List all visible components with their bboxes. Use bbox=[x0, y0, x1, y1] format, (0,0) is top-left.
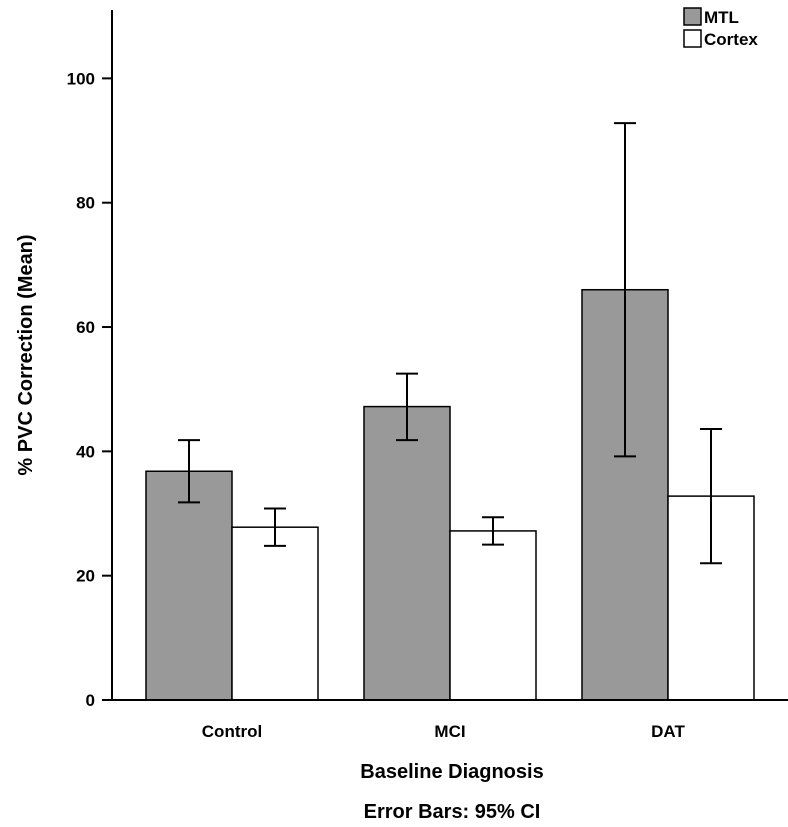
y-tick-label: 20 bbox=[76, 567, 95, 586]
legend: MTL Cortex bbox=[683, 7, 758, 49]
y-tick-label: 60 bbox=[76, 318, 95, 337]
y-axis-title: % PVC Correction (Mean) bbox=[15, 234, 37, 475]
legend-label-mtl: MTL bbox=[704, 8, 739, 27]
legend-label-cortex: Cortex bbox=[704, 30, 758, 49]
legend-swatch-mtl bbox=[683, 7, 702, 26]
legend-swatch-cortex bbox=[683, 29, 702, 48]
y-tick-label: 80 bbox=[76, 194, 95, 213]
bar-mtl-control bbox=[145, 470, 233, 701]
x-axis-title: Baseline Diagnosis bbox=[360, 761, 543, 783]
bar-cortex-mci bbox=[449, 530, 537, 701]
y-tick-label: 40 bbox=[76, 442, 95, 461]
error-bars bbox=[178, 122, 722, 565]
x-axis: Control MCI DAT bbox=[112, 699, 788, 741]
chart-caption: Error Bars: 95% CI bbox=[364, 801, 541, 823]
bar-mtl-mci bbox=[363, 405, 451, 701]
bars bbox=[145, 288, 755, 701]
y-tick-label: 0 bbox=[86, 691, 95, 710]
x-category-label: DAT bbox=[651, 722, 685, 741]
x-category-label: Control bbox=[202, 722, 262, 741]
bar-cortex-control bbox=[231, 526, 319, 701]
y-tick-label: 100 bbox=[67, 69, 95, 88]
y-axis: 0 20 40 60 80 100 bbox=[67, 10, 113, 710]
x-category-label: MCI bbox=[434, 722, 465, 741]
